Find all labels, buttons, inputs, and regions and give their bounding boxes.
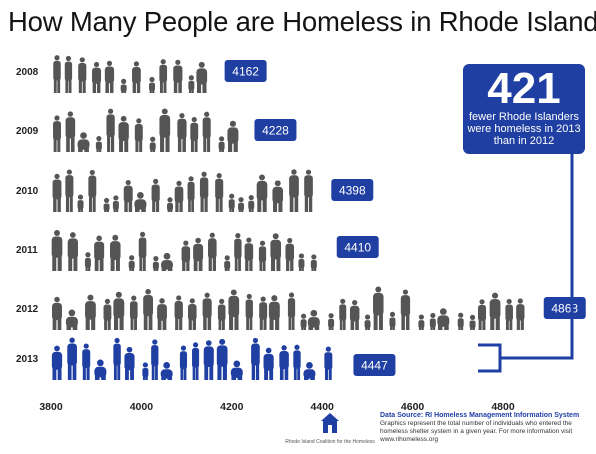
source-note: Graphics represent the total number of i… [380, 420, 573, 443]
data-label: 4398 [339, 184, 366, 198]
x-tick-label: 4800 [491, 401, 515, 413]
callout-text: fewer Rhode Islanders were homeless in 2… [467, 111, 581, 147]
bar-row-2009: 4228 [52, 108, 297, 152]
data-label: 4162 [232, 65, 259, 79]
bar-row-2008: 4162 [52, 55, 267, 93]
y-category-label: 2012 [16, 304, 39, 315]
x-tick-label: 4200 [220, 401, 244, 413]
bar-row-2012: 4868 [52, 286, 586, 330]
data-label: 4868 [551, 302, 578, 316]
x-tick-label: 3800 [39, 401, 63, 413]
logo-org-name: Rhode Island Coalition for the Homeless [285, 439, 375, 445]
y-category-label: 2008 [16, 67, 39, 78]
bar-row-2010: 4398 [52, 169, 374, 212]
data-label-box [224, 60, 267, 82]
y-category-label: 2010 [16, 186, 39, 197]
y-category-label: 2009 [16, 126, 39, 137]
callout-box: 421 fewer Rhode Islanders were homeless … [463, 64, 585, 154]
house-icon [321, 413, 339, 433]
data-label-box [543, 297, 586, 319]
chart-title: How Many People are Homeless in Rhode Is… [8, 6, 596, 37]
data-label-box [331, 179, 374, 201]
bar-row-2013: 4447 [51, 337, 396, 380]
callout-number: 421 [487, 64, 561, 113]
x-tick-label: 4000 [130, 401, 154, 413]
source-heading: Data Source: RI Homeless Management Info… [380, 412, 580, 419]
data-label-box [353, 354, 396, 376]
data-label-box [254, 119, 297, 141]
data-label: 4410 [344, 241, 371, 255]
data-label: 4228 [262, 124, 289, 138]
logo: Rhode Island Coalition for the Homeless [285, 412, 375, 445]
difference-bracket [478, 154, 574, 373]
data-source: Data Source: RI Homeless Management Info… [380, 412, 592, 444]
x-tick-label: 4400 [311, 401, 335, 413]
data-label-box [336, 236, 379, 258]
y-category-label: 2013 [16, 354, 39, 365]
x-tick-label: 4600 [401, 401, 425, 413]
bar-row-2011: 4410 [51, 229, 379, 271]
y-category-label: 2011 [16, 245, 38, 256]
data-label: 4447 [361, 359, 388, 373]
